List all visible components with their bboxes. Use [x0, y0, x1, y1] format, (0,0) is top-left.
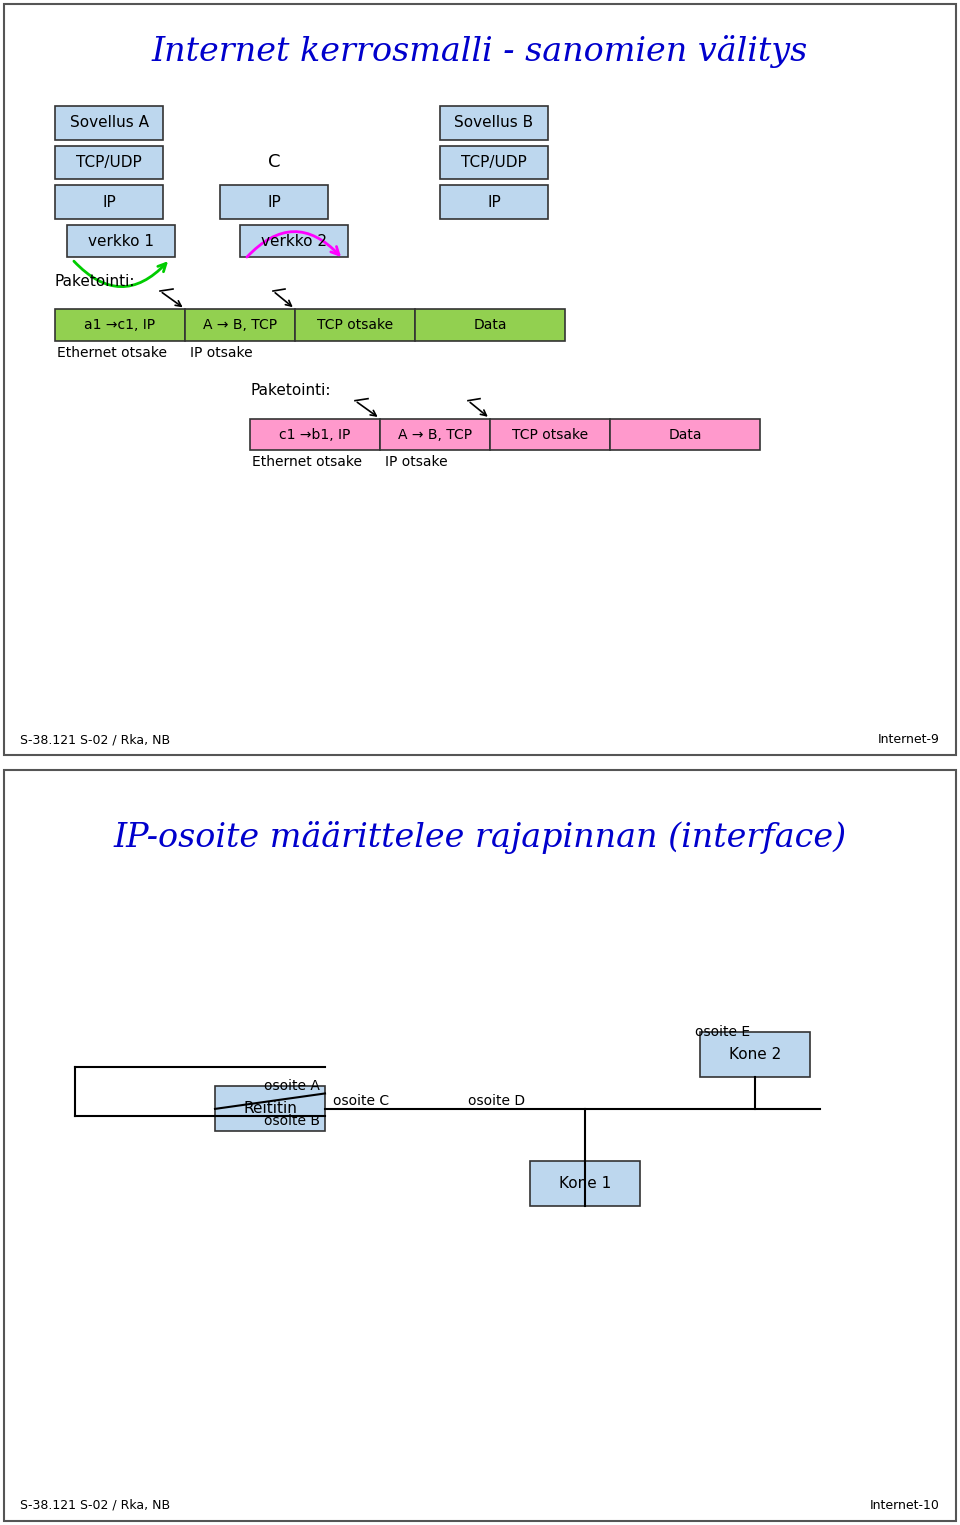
Text: IP-osoite määrittelee rajapinnan (interface): IP-osoite määrittelee rajapinnan (interf… — [113, 820, 847, 854]
Bar — [55, 145, 163, 180]
Text: S-38.121 S-02 / Rka, NB: S-38.121 S-02 / Rka, NB — [20, 734, 170, 746]
Text: IP: IP — [102, 195, 116, 210]
Text: osoite B: osoite B — [264, 1115, 320, 1128]
Bar — [55, 186, 163, 220]
Text: osoite C: osoite C — [333, 1093, 389, 1109]
Bar — [490, 418, 610, 450]
Bar — [440, 186, 548, 220]
Bar — [610, 418, 760, 450]
Bar — [440, 145, 548, 180]
Text: IP: IP — [487, 195, 501, 210]
Bar — [250, 418, 380, 450]
Text: Ethernet otsake: Ethernet otsake — [57, 346, 167, 360]
Text: IP otsake: IP otsake — [190, 346, 252, 360]
FancyArrowPatch shape — [74, 261, 166, 287]
Bar — [55, 310, 185, 342]
Text: IP otsake: IP otsake — [385, 456, 447, 470]
Text: Internet-10: Internet-10 — [870, 1499, 940, 1511]
Text: IP: IP — [267, 195, 281, 210]
Text: TCP/UDP: TCP/UDP — [461, 156, 527, 169]
Text: A → B, TCP: A → B, TCP — [203, 317, 277, 332]
Text: verkko 2: verkko 2 — [261, 233, 327, 249]
Bar — [215, 1086, 325, 1132]
Text: Data: Data — [473, 317, 507, 332]
Bar — [380, 418, 490, 450]
Text: Kone 1: Kone 1 — [559, 1176, 612, 1191]
Text: Kone 2: Kone 2 — [729, 1046, 781, 1061]
Bar — [185, 310, 295, 342]
Text: Internet kerrosmalli - sanomien välitys: Internet kerrosmalli - sanomien välitys — [152, 35, 808, 69]
Bar — [55, 105, 163, 139]
Text: Sovellus A: Sovellus A — [69, 114, 149, 130]
Bar — [240, 226, 348, 258]
Bar — [67, 226, 175, 258]
Text: c1 →b1, IP: c1 →b1, IP — [279, 427, 350, 442]
Bar — [530, 1161, 640, 1206]
Text: TCP otsake: TCP otsake — [317, 317, 393, 332]
Text: C: C — [268, 154, 280, 171]
FancyArrowPatch shape — [247, 232, 339, 258]
Text: Internet-9: Internet-9 — [878, 734, 940, 746]
Text: TCP otsake: TCP otsake — [512, 427, 588, 442]
Text: Sovellus B: Sovellus B — [454, 114, 534, 130]
Text: Paketointi:: Paketointi: — [55, 273, 135, 288]
Text: osoite D: osoite D — [468, 1093, 525, 1109]
Text: osoite E: osoite E — [695, 1025, 750, 1039]
Text: a1 →c1, IP: a1 →c1, IP — [84, 317, 156, 332]
Bar — [700, 1031, 810, 1077]
Text: Ethernet otsake: Ethernet otsake — [252, 456, 362, 470]
Text: A → B, TCP: A → B, TCP — [398, 427, 472, 442]
Bar — [415, 310, 565, 342]
Text: verkko 1: verkko 1 — [88, 233, 154, 249]
Bar — [440, 105, 548, 139]
Text: TCP/UDP: TCP/UDP — [76, 156, 142, 169]
Text: Data: Data — [668, 427, 702, 442]
Bar — [220, 186, 328, 220]
Text: Reititin: Reititin — [243, 1101, 297, 1116]
Text: Paketointi:: Paketointi: — [250, 383, 330, 398]
Bar — [295, 310, 415, 342]
Text: osoite A: osoite A — [264, 1080, 320, 1093]
Text: S-38.121 S-02 / Rka, NB: S-38.121 S-02 / Rka, NB — [20, 1499, 170, 1511]
